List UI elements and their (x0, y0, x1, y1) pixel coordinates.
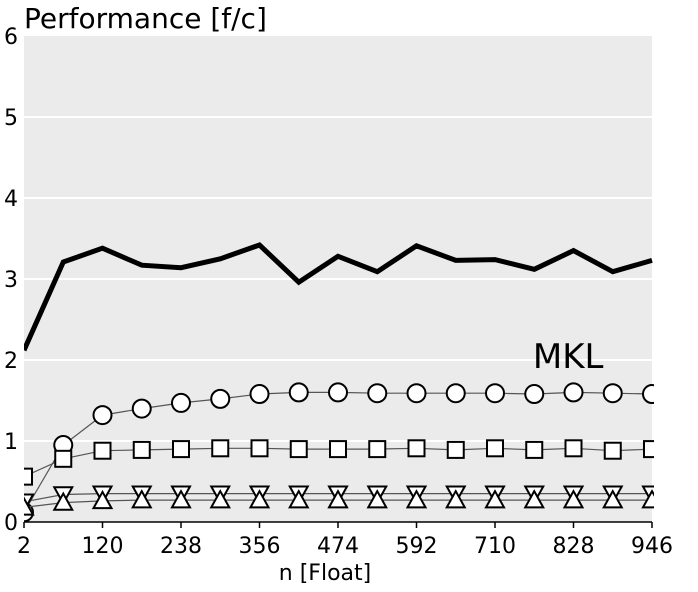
triangle-up-marker (562, 489, 585, 509)
circle-marker (210, 388, 231, 409)
triangle-up-marker (131, 489, 153, 509)
square-marker (172, 440, 190, 459)
square-marker (407, 439, 426, 458)
circle-marker (563, 382, 584, 403)
x-tick-label: 2 (17, 534, 31, 559)
y-tick-label: 4 (4, 187, 18, 212)
triangle-up-marker (445, 489, 467, 509)
circle-marker (92, 405, 113, 426)
square-marker (250, 439, 269, 458)
square-marker (368, 440, 387, 459)
circle-marker (367, 383, 388, 404)
circle-marker (171, 392, 191, 413)
x-tick-label: 238 (160, 534, 202, 559)
x-tick-label: 828 (553, 534, 595, 559)
square-marker (24, 467, 33, 486)
x-axis-title: n [Float] (279, 561, 371, 586)
triangle-up-marker (405, 489, 428, 509)
circle-marker (485, 383, 505, 404)
y-tick-label: 3 (4, 268, 18, 293)
circle-marker (131, 398, 152, 419)
series-circle (24, 382, 654, 523)
triangle-up-marker (170, 489, 192, 509)
x-tick-label: 710 (474, 534, 516, 559)
series-triangle-up (24, 489, 654, 516)
triangle-up-marker (24, 496, 35, 516)
triangle-up-marker (641, 489, 654, 509)
triangle-up-marker (288, 489, 310, 509)
triangle-up-marker (91, 489, 114, 510)
square-marker (525, 440, 544, 459)
x-tick-label: 120 (82, 534, 124, 559)
triangle-down-marker (24, 493, 35, 513)
circle-marker (249, 384, 270, 405)
circle-marker (642, 384, 654, 405)
triangle-up-marker (52, 491, 74, 511)
circle-marker (288, 382, 309, 403)
triangle-up-marker (523, 489, 545, 509)
square-marker (54, 449, 73, 468)
grid (24, 116, 652, 442)
series-layer: MKL (24, 242, 654, 523)
series-line (24, 242, 653, 352)
y-tick-label: 0 (4, 511, 18, 536)
y-tick-label: 5 (4, 106, 18, 131)
square-marker (446, 440, 465, 459)
square-marker (329, 440, 347, 459)
x-tick-label: 946 (631, 534, 673, 559)
square-marker (211, 439, 230, 458)
square-marker (289, 440, 308, 459)
series-square (24, 439, 654, 486)
triangle-up-marker (327, 489, 349, 509)
square-marker (564, 439, 583, 458)
x-tick-label: 474 (317, 534, 359, 559)
circle-marker (524, 384, 545, 405)
circle-marker (445, 383, 466, 404)
triangle-up-marker (484, 489, 506, 509)
circle-marker (602, 383, 623, 404)
y-tick-label: 2 (4, 349, 18, 374)
triangle-up-marker (209, 489, 231, 509)
square-marker (643, 440, 654, 459)
square-marker (132, 440, 151, 459)
triangle-up-marker (366, 489, 388, 509)
y-tick-label: 1 (4, 430, 18, 455)
circle-marker (328, 382, 348, 403)
axes: 0 1 2 3 4 5 6 2 120 238 356 474 592 710 828 946 (4, 25, 673, 559)
square-marker (486, 439, 504, 458)
triangle-up-marker (602, 489, 624, 509)
y-tick-label: 6 (4, 25, 18, 50)
circle-marker (406, 383, 427, 404)
chart-title: Performance [f/c] (24, 2, 267, 35)
square-marker (93, 441, 112, 460)
x-tick-label: 356 (239, 534, 281, 559)
series-annotation: MKL (533, 337, 604, 377)
square-marker (603, 441, 622, 460)
series-mkl (24, 242, 653, 352)
x-tick-label: 592 (396, 534, 438, 559)
triangle-up-marker (248, 489, 271, 509)
